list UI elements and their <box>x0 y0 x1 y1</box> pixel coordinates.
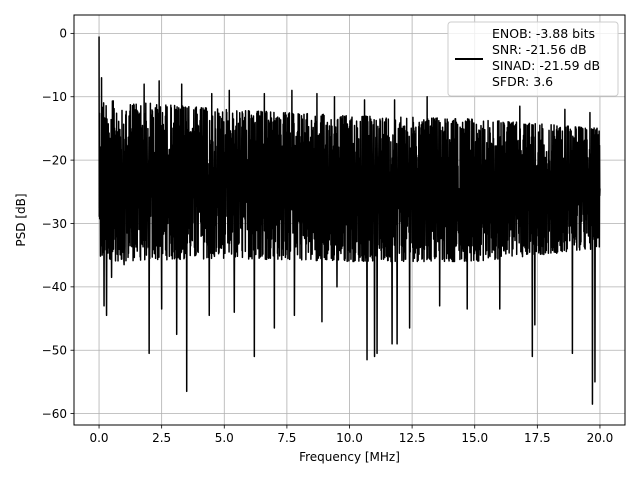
x-axis: 0.0 2.5 5.0 7.5 10.0 12.5 15.0 17.5 20.0 <box>89 425 613 445</box>
y-tick-label: −20 <box>42 153 67 167</box>
y-tick-label: −60 <box>42 407 67 421</box>
y-tick-label: −10 <box>42 90 67 104</box>
legend: ENOB: -3.88 bits SNR: -21.56 dB SINAD: -… <box>447 21 619 97</box>
x-tick-label: 5.0 <box>215 431 234 445</box>
series-layer <box>98 36 601 405</box>
x-tick-label: 2.5 <box>152 431 171 445</box>
y-tick-label: −40 <box>42 280 67 294</box>
x-tick-label: 0.0 <box>89 431 108 445</box>
y-tick-label: −30 <box>42 217 67 231</box>
x-tick-label: 20.0 <box>587 431 614 445</box>
y-axis-title: PSD [dB] <box>14 193 28 246</box>
x-tick-label: 17.5 <box>524 431 551 445</box>
legend-line-3: SINAD: -21.59 dB <box>492 58 600 73</box>
legend-line-1: ENOB: -3.88 bits <box>492 26 595 41</box>
y-axis: 0 −10 −20 −30 −40 −50 −60 <box>42 27 74 421</box>
y-tick-label: −50 <box>42 344 67 358</box>
x-tick-label: 7.5 <box>277 431 296 445</box>
x-tick-label: 12.5 <box>399 431 426 445</box>
x-tick-label: 15.0 <box>461 431 488 445</box>
x-tick-label: 10.0 <box>336 431 363 445</box>
legend-box <box>447 21 619 97</box>
psd-series-line <box>98 36 601 405</box>
y-tick-label: 0 <box>59 27 67 41</box>
legend-line-2: SNR: -21.56 dB <box>492 42 587 57</box>
legend-line-4: SFDR: 3.6 <box>492 74 553 89</box>
x-axis-title: Frequency [MHz] <box>299 450 400 464</box>
